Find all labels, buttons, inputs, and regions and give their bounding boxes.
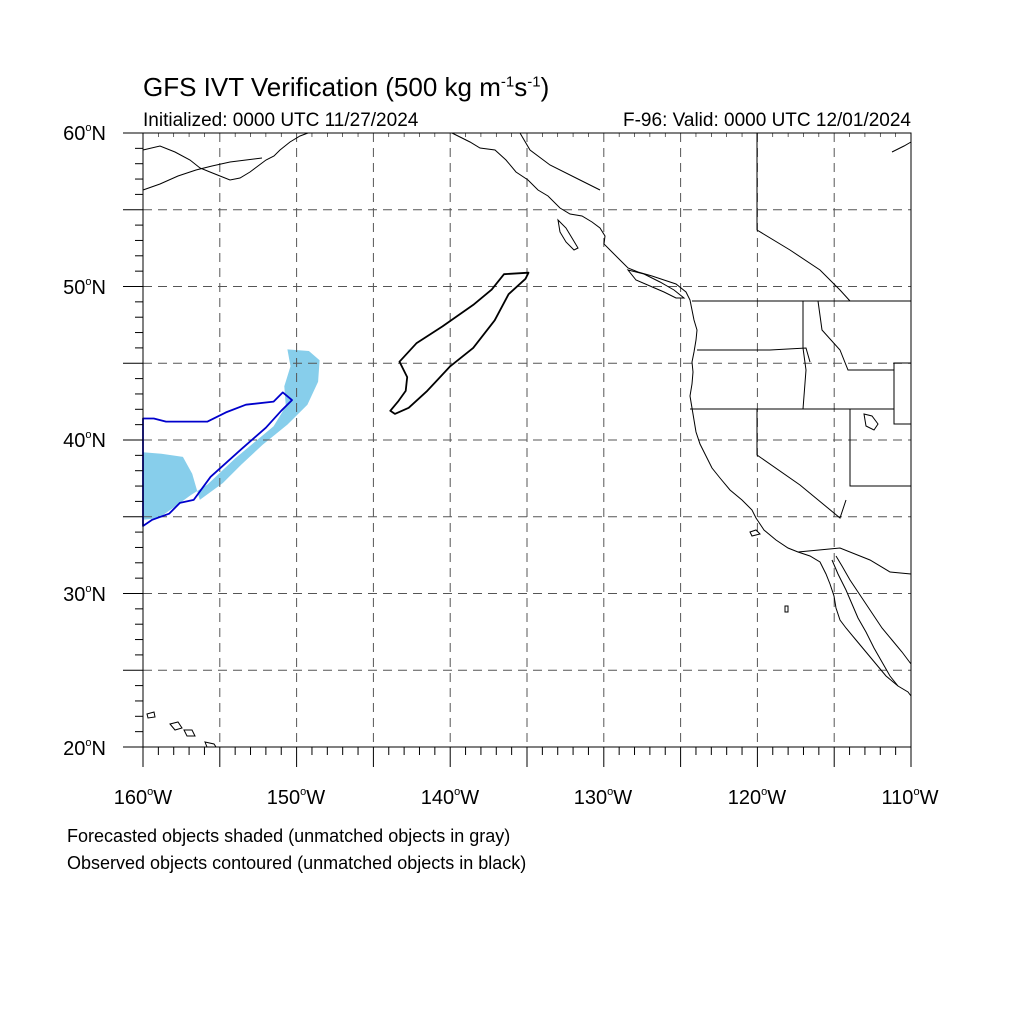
lon-label-120w: 120oW	[727, 786, 787, 809]
lon-label-160w: 160oW	[113, 786, 173, 809]
island-channel	[749, 529, 761, 537]
island-haida-gwaii	[557, 218, 579, 251]
border-ca-nv	[756, 409, 847, 519]
border-nv-ut	[849, 409, 911, 487]
observed-object-1	[142, 391, 293, 527]
lon-label-130w: 130oW	[573, 786, 633, 809]
lake-great-salt	[863, 413, 879, 431]
border-or-id	[802, 347, 807, 410]
border-bc-ab	[756, 133, 851, 302]
border-alaska-bc	[519, 132, 601, 191]
lon-label-150w: 150oW	[266, 786, 326, 809]
lat-label-20n: 20oN	[63, 737, 106, 760]
coastline-alaska	[142, 132, 309, 181]
observed-note: Observed objects contoured (unmatched ob…	[67, 853, 527, 873]
coastline-gulf-of-california	[835, 555, 912, 665]
forecast-object-0	[143, 349, 320, 520]
island-hawaii-3	[183, 729, 196, 737]
observed-objects	[142, 271, 530, 527]
forecast-objects	[143, 349, 320, 520]
lat-label-30n: 30oN	[63, 583, 106, 606]
lat-label-60n: 60oN	[63, 122, 106, 145]
lat-label-50n: 50oN	[63, 276, 106, 299]
axis-ticks	[123, 132, 912, 767]
coastline-alaska-peninsula	[142, 157, 263, 191]
coastline-far-northeast	[891, 141, 912, 153]
valid-time: F-96: Valid: 0000 UTC 12/01/2024	[623, 110, 911, 131]
border-us-mexico	[797, 547, 912, 575]
border-wa-or	[697, 347, 811, 363]
lat-lon-grid	[143, 133, 911, 747]
island-hawaii-2	[169, 721, 183, 731]
forecast-note: Forecasted objects shaded (unmatched obj…	[67, 826, 511, 846]
coastline-baja-inner	[831, 559, 899, 687]
island-vancouver	[626, 269, 686, 299]
island-hawaii-1	[146, 711, 156, 719]
lon-label-140w: 140oW	[420, 786, 480, 809]
lon-label-110w: 110oW	[881, 786, 939, 809]
lat-label-40n: 40oN	[63, 429, 106, 452]
initialized-time: Initialized: 0000 UTC 11/27/2024	[143, 110, 419, 131]
border-id-mt	[817, 300, 894, 371]
coastlines	[142, 132, 912, 748]
observed-object-0	[389, 271, 530, 415]
map-title: GFS IVT Verification (500 kg m-1s-1)	[143, 72, 550, 102]
coastline-north-america	[451, 132, 912, 697]
island-guadalupe	[784, 605, 789, 613]
